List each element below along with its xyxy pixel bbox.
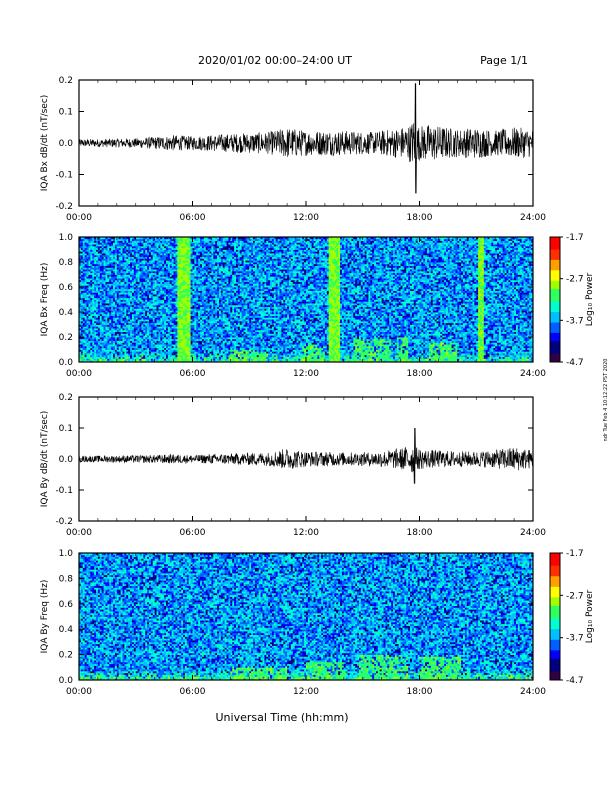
x-tick-label: 12:00 [293,213,319,223]
x-tick-label: 00:00 [66,213,92,223]
y-tick-label: 0.0 [59,139,74,149]
figure-title: 2020/01/02 00:00–24:00 UT [198,54,352,67]
data-trace [79,83,533,193]
y-tick-label: -0.2 [55,202,73,212]
chart-panel-1: 00:00 06:00 12:00 18:00 24:00 -0.2 -0.1 0.0 0.1 0… [40,76,546,223]
x-tick-label: 18:00 [407,213,433,223]
y-tick-label: 0.1 [59,108,73,118]
x-tick-label: 24:00 [520,213,546,223]
y-tick-label: 0.2 [59,76,73,86]
y-tick-label: -0.1 [55,171,73,181]
x-tick-label: 06:00 [180,213,206,223]
x-axis-label: Universal Time (hh:mm) [216,711,349,724]
panels: 00:00 06:00 12:00 18:00 24:00 -0.2 -0.1 0.0 0.1 0… [40,76,595,697]
side-stamp: ndr Tue Feb 4 10:12:22 PST 2020 [603,359,609,442]
spectrogram-cells [79,237,533,362]
page-number: Page 1/1 [480,54,528,67]
y-axis-label: IQA Bx dB/dt (nT/sec) [40,95,50,192]
